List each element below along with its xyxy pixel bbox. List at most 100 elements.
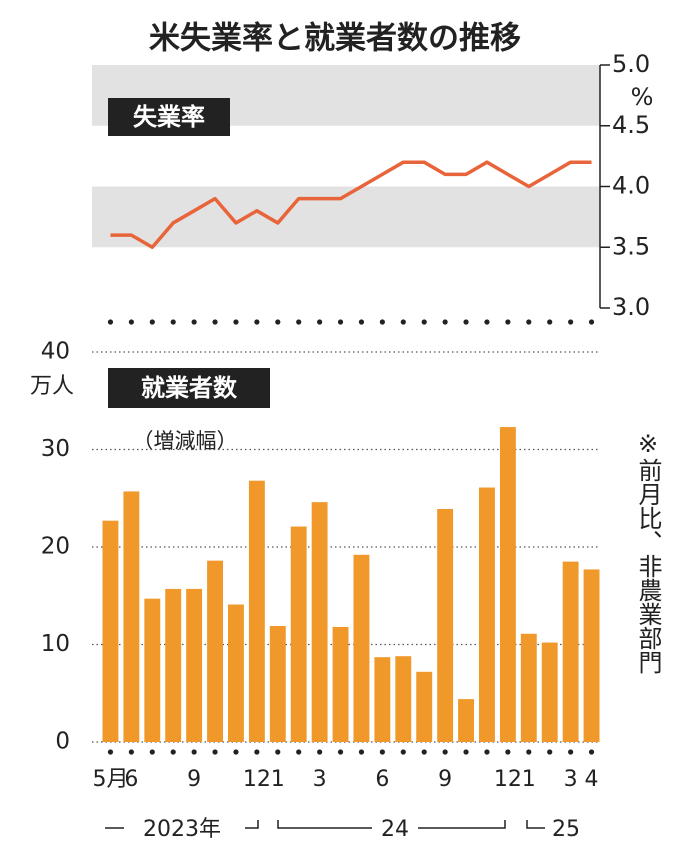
dot [547, 749, 553, 755]
note: ※前月比、非農業部門 [634, 430, 662, 674]
y-tick-label: 10 [41, 631, 70, 657]
dot [337, 319, 344, 325]
dot [358, 319, 365, 325]
dot [128, 319, 134, 325]
bar [290, 526, 307, 742]
x-tick-label: 4 [585, 767, 599, 792]
x-tick-label: 3 [313, 767, 327, 792]
y-tick-label: 0 [55, 729, 70, 755]
bar [395, 656, 412, 742]
dot [107, 749, 114, 755]
bar [520, 633, 537, 742]
dot [191, 319, 197, 325]
dot [191, 749, 197, 755]
bar [165, 588, 182, 742]
dot [358, 749, 365, 755]
dot [442, 319, 448, 325]
dot [149, 749, 155, 755]
background [92, 65, 600, 248]
year-label: 25 [552, 817, 580, 842]
dot [588, 319, 595, 325]
bar [228, 604, 244, 742]
bar [479, 487, 495, 742]
dot [442, 749, 448, 755]
dot [296, 749, 302, 755]
dot [400, 749, 406, 755]
dot [317, 319, 323, 325]
dot [588, 749, 595, 755]
dot [337, 749, 344, 755]
bar [248, 480, 265, 742]
y-unit: % [631, 83, 654, 111]
dot [275, 319, 281, 325]
chart-title: 米失業率と就業者数の推移 [149, 21, 521, 57]
bar [207, 560, 223, 742]
bar [458, 699, 474, 742]
dot [547, 319, 553, 325]
dot [212, 319, 218, 325]
x-tick-label: 6 [124, 767, 138, 792]
y-tick-label: 5.0 [612, 50, 650, 78]
x-tick-label: 12 [243, 767, 271, 792]
dot [170, 319, 176, 325]
y-tick-label: 3.0 [612, 293, 650, 321]
x-tick-label: 3 [564, 767, 578, 792]
dot [568, 749, 574, 755]
year-label: 2023年 [143, 817, 221, 842]
dot [170, 749, 176, 755]
dot [400, 319, 406, 325]
year-label: 24 [381, 817, 409, 842]
dot [254, 749, 260, 755]
y-tick-label: 4.0 [612, 172, 650, 200]
x-tick-label: 1 [271, 767, 285, 792]
x-tick-label: 12 [494, 767, 522, 792]
dot [233, 749, 239, 755]
dot [379, 749, 385, 755]
bar [437, 508, 454, 742]
dot [275, 749, 281, 755]
x-tick-label: 9 [438, 767, 452, 792]
dot [379, 319, 385, 325]
panel-label-box [108, 98, 230, 136]
dot [107, 319, 114, 325]
dot [233, 319, 239, 325]
dot [149, 319, 155, 325]
dot [463, 319, 469, 325]
y-tick-label: 40 [41, 339, 70, 365]
y-unit: 万人 [30, 374, 74, 399]
x-tick-label: 1 [522, 767, 536, 792]
y-tick-label: 30 [41, 436, 70, 462]
year-bracket [105, 820, 545, 829]
bar [416, 671, 433, 742]
y-tick-label: 20 [41, 534, 70, 560]
bar [353, 554, 370, 742]
x-tick-label: 9 [187, 767, 201, 792]
bar [374, 657, 391, 742]
dot [463, 749, 469, 755]
bar [311, 502, 328, 742]
x-tick-label: 6 [375, 767, 389, 792]
bar [123, 491, 140, 742]
panel-label-box [108, 368, 270, 408]
panel-sublabel: （増減幅） [133, 429, 238, 453]
panel-label: 失業率 [133, 103, 205, 131]
bar [562, 561, 579, 742]
panel-label: 就業者数 [141, 374, 238, 402]
dot [484, 319, 490, 325]
dot [128, 749, 134, 755]
y-tick-label: 4.5 [612, 111, 650, 139]
dot [212, 749, 218, 755]
y-tick-label: 3.5 [612, 232, 650, 260]
dot [421, 319, 427, 325]
bar [269, 625, 286, 742]
dot [421, 749, 427, 755]
dot [484, 749, 490, 755]
line [110, 160, 592, 249]
x-tick-label: 5月 [92, 767, 128, 792]
bar [102, 520, 119, 742]
bar [144, 598, 161, 742]
dot [317, 749, 323, 755]
dot [526, 749, 532, 755]
dot [296, 319, 302, 325]
